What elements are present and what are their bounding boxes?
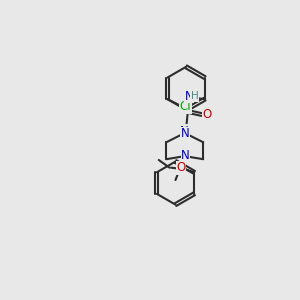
Text: N: N	[181, 127, 190, 140]
Text: O: O	[176, 161, 186, 174]
Text: Cl: Cl	[179, 100, 191, 113]
Text: N: N	[185, 90, 194, 103]
Text: O: O	[202, 108, 212, 121]
Text: H: H	[191, 91, 199, 101]
Text: N: N	[181, 149, 190, 162]
Text: N: N	[180, 125, 189, 138]
